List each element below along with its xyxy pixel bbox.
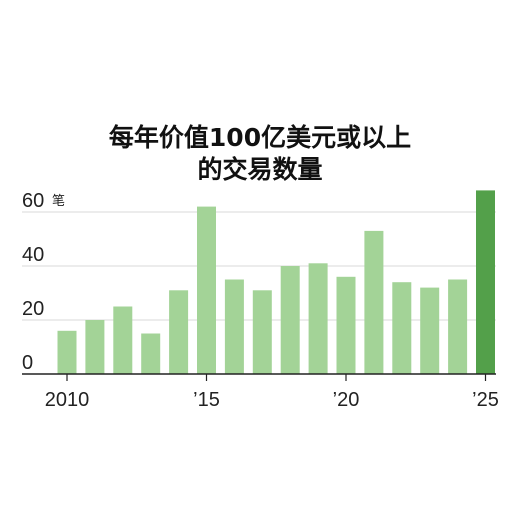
bars <box>57 190 495 374</box>
y-tick-label-60: 60 <box>22 190 44 212</box>
x-axis: 2010 ’15 ’20 ’25 <box>22 373 499 411</box>
x-tick-label-2025: ’25 <box>472 389 499 411</box>
bar-2018 <box>280 266 300 374</box>
y-tick-label-40: 40 <box>22 244 44 266</box>
bar-2022 <box>392 282 412 374</box>
x-tick-label-2010: 2010 <box>45 389 90 411</box>
bar-2015 <box>197 206 216 374</box>
bar-2021 <box>364 230 384 374</box>
x-tick-label-2020: ’20 <box>333 389 360 411</box>
bar-2014 <box>169 290 189 374</box>
bar-2019 <box>308 263 328 374</box>
bar-2024 <box>448 279 468 374</box>
bar-2010 <box>57 330 77 374</box>
y-tick-label-20: 20 <box>22 298 44 320</box>
bar-2011 <box>85 320 105 374</box>
chart-title-line-1: 每年价值100亿美元或以上 <box>109 123 411 152</box>
y-tick-label-0: 0 <box>22 352 33 374</box>
bar-2025 <box>476 190 495 374</box>
bar-2013 <box>141 333 161 374</box>
bar-2016 <box>224 279 244 374</box>
bar-2020 <box>336 276 356 374</box>
x-tick-label-2015: ’15 <box>193 389 220 411</box>
bar-2012 <box>113 306 133 374</box>
y-unit-label: 笔 <box>52 193 65 209</box>
bar-2023 <box>420 287 440 374</box>
chart-title-line-2: 的交易数量 <box>197 155 322 184</box>
y-tick-labels: 0 20 40 60 笔 <box>22 190 65 374</box>
bar-2017 <box>252 290 272 374</box>
